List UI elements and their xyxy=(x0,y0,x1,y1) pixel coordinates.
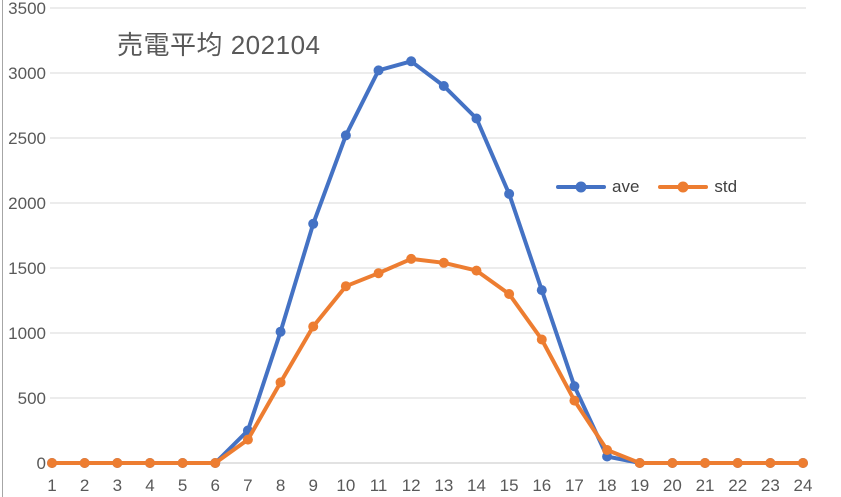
x-tick-label: 20 xyxy=(663,476,682,495)
x-tick-label: 5 xyxy=(178,476,187,495)
x-tick-label: 13 xyxy=(434,476,453,495)
y-tick-label: 3500 xyxy=(8,0,46,18)
x-tick-label: 22 xyxy=(728,476,747,495)
series-std-point xyxy=(765,458,776,468)
x-tick-label: 1 xyxy=(47,476,56,495)
y-tick-label: 1500 xyxy=(8,259,46,278)
series-ave-point xyxy=(373,65,384,76)
series-ave-point xyxy=(438,81,449,91)
legend-dot-ave xyxy=(575,181,587,192)
series-std xyxy=(47,253,808,468)
legend-item-ave: ave xyxy=(556,178,639,195)
legend-label-std: std xyxy=(714,177,738,196)
legend: ave std xyxy=(556,178,737,195)
y-tick-label: 2000 xyxy=(8,194,46,213)
series-ave-point xyxy=(275,326,286,337)
legend-label-ave: ave xyxy=(612,177,640,196)
series-ave-point xyxy=(569,381,580,392)
x-tick-label: 19 xyxy=(630,476,649,495)
y-axis-labels: 0 500 1000 1500 2000 2500 3000 3500 xyxy=(8,0,46,473)
y-gridlines xyxy=(50,7,806,464)
series-std-point xyxy=(406,253,417,264)
x-tick-label: 23 xyxy=(761,476,780,495)
chart-title: 売電平均 202104 xyxy=(117,30,321,60)
y-tick-label: 500 xyxy=(18,389,46,408)
series-ave-point xyxy=(471,113,482,124)
series-std-point xyxy=(667,458,678,468)
series-std-line xyxy=(50,256,805,465)
series-std-point xyxy=(536,334,547,345)
series-std-point xyxy=(340,281,351,292)
series-std-point xyxy=(144,458,155,468)
series-std-point xyxy=(242,434,253,445)
series-ave-point xyxy=(406,56,417,67)
y-tick-label: 0 xyxy=(37,454,46,473)
series-std-point xyxy=(602,445,613,455)
series-std-point xyxy=(210,458,221,468)
x-tick-label: 6 xyxy=(211,476,220,495)
x-tick-label: 9 xyxy=(308,476,317,495)
legend-marker-ave xyxy=(556,181,606,192)
series-std-point xyxy=(569,395,580,406)
x-tick-label: 3 xyxy=(113,476,122,495)
x-tick-label: 24 xyxy=(794,476,813,495)
series-std-point xyxy=(700,458,711,468)
x-tick-label: 2 xyxy=(80,476,89,495)
x-tick-label: 17 xyxy=(565,476,584,495)
x-tick-label: 18 xyxy=(598,476,617,495)
legend-item-std: std xyxy=(658,178,737,195)
series-std-point xyxy=(504,289,515,299)
x-tick-label: 16 xyxy=(532,476,551,495)
chart-left-border xyxy=(2,0,3,497)
x-tick-label: 10 xyxy=(336,476,355,495)
series-std-point xyxy=(79,458,90,468)
x-tick-label: 12 xyxy=(402,476,421,495)
series-std-point xyxy=(732,458,743,468)
series-std-point xyxy=(373,268,384,279)
x-tick-label: 4 xyxy=(145,476,154,495)
x-tick-label: 14 xyxy=(467,476,486,495)
legend-dot-std xyxy=(677,181,689,192)
series-std-point xyxy=(308,321,319,332)
legend-marker-std xyxy=(658,181,709,192)
series-std-point xyxy=(47,458,57,468)
series-std-point xyxy=(798,458,808,468)
x-tick-label: 11 xyxy=(370,476,388,495)
series-ave-point xyxy=(504,188,515,199)
series-ave-point xyxy=(536,285,547,296)
x-tick-label: 15 xyxy=(500,476,519,495)
series-std-point xyxy=(112,458,123,468)
series-ave-point xyxy=(308,218,319,229)
series-std-point xyxy=(438,257,449,268)
series-ave-point xyxy=(340,130,351,141)
series-std-point xyxy=(177,458,188,468)
x-axis-labels: 1 2 3 4 5 6 7 8 9 10 11 12 13 14 15 16 17 18 19 20 21 22 23 24 xyxy=(47,476,812,495)
x-tick-label: 21 xyxy=(696,476,715,495)
x-tick-label: 7 xyxy=(243,476,252,495)
series-std-point xyxy=(275,377,286,388)
series-std-point xyxy=(471,265,482,276)
y-tick-label: 3000 xyxy=(8,64,46,83)
series-std-point xyxy=(634,458,645,468)
y-tick-label: 2500 xyxy=(8,129,46,148)
x-tick-label: 8 xyxy=(276,476,285,495)
y-tick-label: 1000 xyxy=(8,324,46,343)
